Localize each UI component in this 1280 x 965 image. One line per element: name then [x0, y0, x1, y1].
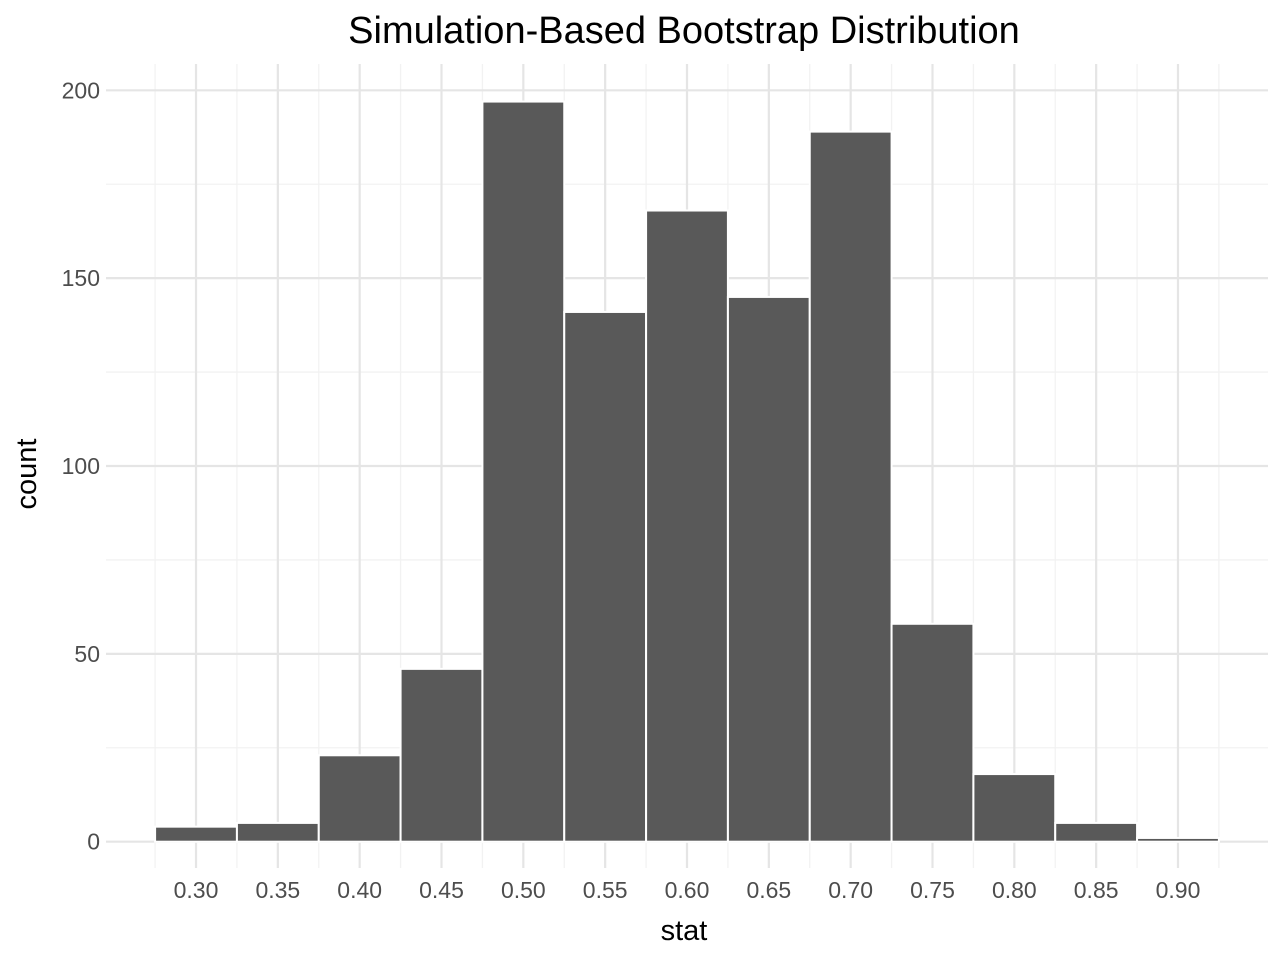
histogram-bar: [481, 100, 566, 843]
histogram-bar: [726, 295, 811, 843]
x-tick-label: 0.30: [174, 877, 219, 903]
histogram-bar: [645, 209, 729, 843]
x-tick-label: 0.65: [746, 877, 791, 903]
histogram-bar: [890, 622, 975, 843]
y-tick-label: 50: [74, 641, 100, 667]
histogram-bar: [399, 667, 484, 843]
chart-title: Simulation-Based Bootstrap Distribution: [348, 10, 1020, 52]
x-tick-label: 0.45: [419, 877, 464, 903]
histogram-bar: [154, 825, 238, 843]
histogram-bar: [808, 130, 893, 843]
x-tick-label: 0.75: [910, 877, 955, 903]
histogram-bar: [972, 773, 1057, 843]
x-tick-label: 0.70: [828, 877, 873, 903]
y-tick-label: 100: [62, 453, 100, 479]
x-tick-label: 0.35: [255, 877, 300, 903]
y-tick-label: 0: [87, 829, 100, 855]
histogram-bar: [1136, 836, 1220, 843]
x-tick-label: 0.55: [583, 877, 628, 903]
x-tick-label: 0.40: [337, 877, 382, 903]
histogram-bar: [563, 310, 648, 843]
y-tick-label: 200: [62, 77, 100, 103]
histogram-bar: [1054, 821, 1139, 843]
histogram-bars: [154, 100, 1220, 843]
x-tick-label: 0.85: [1074, 877, 1119, 903]
x-axis-tick-labels: 0.30 0.35 0.40 0.45 0.50 0.55 0.60 0.65 0.70 0.75…: [174, 877, 1201, 903]
histogram-bar: [317, 754, 402, 843]
x-tick-label: 0.50: [501, 877, 546, 903]
y-axis-title: count: [11, 439, 43, 510]
x-tick-label: 0.60: [665, 877, 710, 903]
histogram-bar: [235, 821, 320, 843]
y-tick-label: 150: [62, 265, 100, 291]
y-axis-tick-labels: 0 50 100 150 200: [62, 77, 100, 854]
x-axis-title: stat: [661, 915, 708, 947]
x-tick-label: 0.80: [992, 877, 1037, 903]
x-tick-label: 0.90: [1156, 877, 1201, 903]
